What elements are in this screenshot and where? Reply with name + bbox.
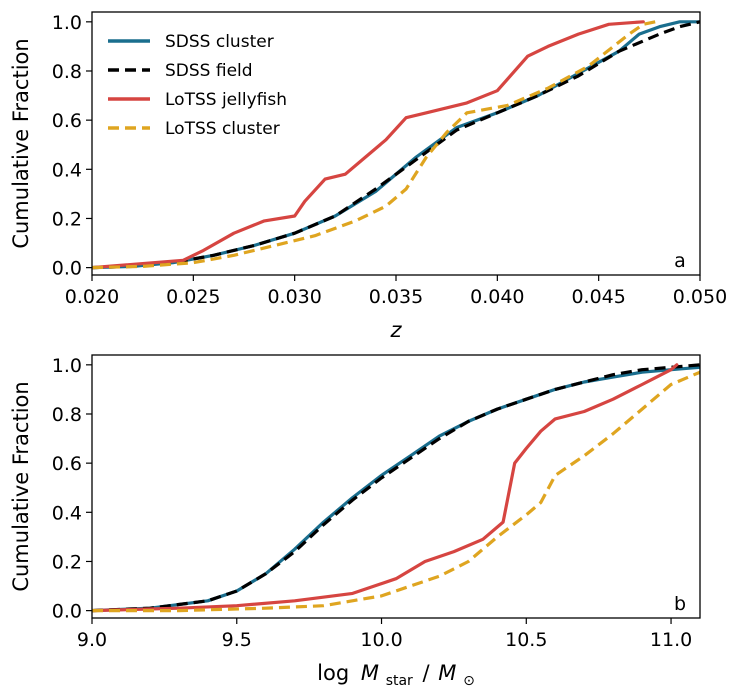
x-tick-label: 0.050 [673,286,727,308]
x-tick-label: 0.030 [267,286,321,308]
legend-label: LoTSS jellyfish [165,90,287,110]
x-tick-label: 10.5 [505,629,547,651]
x-tick-label: 9.5 [222,629,252,651]
y-tick-label: 1.0 [52,12,82,34]
xlabel-sub-sun: ⊙ [463,673,475,689]
x-tick-label: 10.0 [360,629,402,651]
panel-b-ticks: 9.0 9.5 10.0 10.5 11.0 0.0 0.2 0.4 0.6 0.8 1.0 [52,355,692,651]
y-tick-label: 0.2 [52,551,82,573]
x-tick-label: 0.020 [65,286,119,308]
legend-label: SDSS cluster [165,32,274,52]
y-tick-label: 0.8 [52,61,82,83]
panel-b-axes-frame [91,354,701,619]
xlabel-m: M [361,661,379,685]
panel-a-tag: a [674,250,686,272]
xlabel-sub-star: star [386,673,413,689]
panel-a-x-axis-label: z [389,318,402,342]
series-line-lotss-jellyfish [92,363,679,613]
panel-b-tag: b [674,593,686,615]
panel-b: 9.0 9.5 10.0 10.5 11.0 0.0 0.2 0.4 0.6 0.8 1.0 b l… [9,354,701,690]
panel-b-y-axis-label: Cumulative Fraction [9,381,33,591]
panel-a-y-axis-label: Cumulative Fraction [9,38,33,248]
x-tick-label: 0.025 [166,286,220,308]
panel-a-series [92,20,700,270]
series-line-lotss-cluster [92,370,700,613]
series-line-sdss-field [92,20,700,270]
xlabel-m2: M [438,661,456,685]
y-tick-label: 0.0 [52,601,82,623]
y-tick-label: 0.4 [52,502,82,524]
xlabel-slash: / [423,661,431,685]
y-tick-label: 0.6 [52,453,82,475]
xlabel-log: log [317,661,349,685]
series-line-sdss-field [92,363,700,613]
series-line-lotss-jellyfish [92,20,645,270]
y-tick-label: 1.0 [52,355,82,377]
y-tick-label: 0.2 [52,208,82,230]
x-tick-label: 9.0 [77,629,107,651]
legend-label: LoTSS cluster [165,119,280,139]
legend-label: SDSS field [165,61,253,81]
y-tick-label: 0.0 [52,258,82,280]
series-line-lotss-cluster [92,20,656,270]
panel-a: 0.020 0.025 0.030 0.035 0.040 0.045 0.050 0.0 0.… [9,11,727,342]
x-tick-label: 0.035 [369,286,423,308]
series-line-sdss-cluster [92,365,700,613]
legend: SDSS cluster SDSS field LoTSS jellyfish LoT… [108,32,287,139]
y-tick-label: 0.6 [52,110,82,132]
series-line-sdss-cluster [92,20,700,270]
x-tick-label: 0.045 [571,286,625,308]
x-tick-label: 11.0 [650,629,692,651]
panel-b-series [92,363,700,613]
y-tick-label: 0.8 [52,404,82,426]
panel-a-ticks: 0.020 0.025 0.030 0.035 0.040 0.045 0.050 0.0 0.… [52,12,727,308]
panel-b-x-axis-label: log M star / M ⊙ [317,661,475,690]
y-tick-label: 0.4 [52,159,82,181]
x-tick-label: 0.040 [470,286,524,308]
